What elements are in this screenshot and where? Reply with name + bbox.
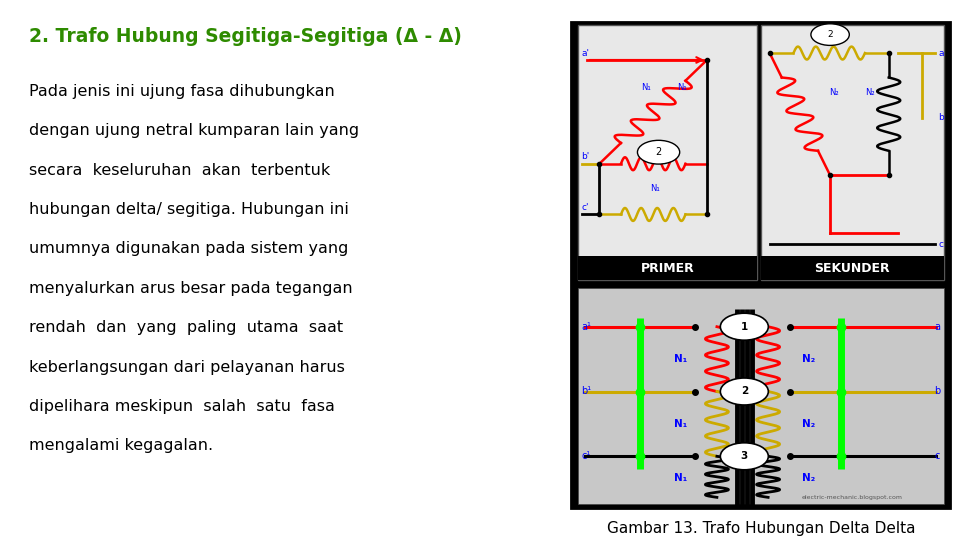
Text: c¹: c¹ (582, 451, 590, 461)
Text: SEKUNDER: SEKUNDER (814, 261, 890, 275)
Text: a¹: a¹ (582, 322, 591, 332)
Text: PRIMER: PRIMER (640, 261, 694, 275)
Circle shape (720, 378, 768, 405)
Text: dipelihara meskipun  salah  satu  fasa: dipelihara meskipun salah satu fasa (29, 399, 335, 414)
Circle shape (720, 443, 768, 470)
Text: b': b' (582, 152, 589, 161)
Text: Pada jenis ini ujung fasa dihubungkan: Pada jenis ini ujung fasa dihubungkan (29, 84, 334, 99)
FancyBboxPatch shape (571, 22, 950, 508)
Text: menyalurkan arus besar pada tegangan: menyalurkan arus besar pada tegangan (29, 281, 352, 296)
Text: 1: 1 (741, 322, 748, 332)
Text: b: b (938, 113, 944, 122)
Circle shape (637, 140, 680, 164)
Text: electric-mechanic.blogspot.com: electric-mechanic.blogspot.com (802, 495, 902, 500)
Text: dengan ujung netral kumparan lain yang: dengan ujung netral kumparan lain yang (29, 123, 359, 138)
Text: a: a (934, 322, 940, 332)
Text: b¹: b¹ (582, 387, 591, 396)
Text: N₁: N₁ (674, 354, 687, 364)
FancyBboxPatch shape (760, 25, 944, 280)
Text: c: c (935, 451, 940, 461)
Text: N₁: N₁ (674, 419, 687, 429)
Text: keberlangsungan dari pelayanan harus: keberlangsungan dari pelayanan harus (29, 360, 345, 375)
Text: mengalami kegagalan.: mengalami kegagalan. (29, 438, 213, 454)
Text: a: a (938, 49, 944, 58)
Text: 3: 3 (741, 451, 748, 461)
Circle shape (811, 24, 850, 45)
Text: N₁: N₁ (674, 472, 687, 483)
Text: secara  keseluruhan  akan  terbentuk: secara keseluruhan akan terbentuk (29, 163, 330, 178)
Text: 2. Trafo Hubung Segitiga-Segitiga (Δ - Δ): 2. Trafo Hubung Segitiga-Segitiga (Δ - Δ… (29, 27, 462, 46)
FancyBboxPatch shape (760, 256, 944, 280)
Text: Gambar 13. Trafo Hubungan Delta Delta: Gambar 13. Trafo Hubungan Delta Delta (607, 521, 915, 536)
Text: N₁: N₁ (650, 184, 660, 193)
Text: hubungan delta/ segitiga. Hubungan ini: hubungan delta/ segitiga. Hubungan ini (29, 202, 348, 217)
FancyBboxPatch shape (578, 25, 757, 280)
Text: N₁: N₁ (641, 83, 651, 92)
Text: c': c' (582, 203, 589, 212)
Text: rendah  dan  yang  paling  utama  saat: rendah dan yang paling utama saat (29, 320, 343, 335)
Text: N₂: N₂ (802, 419, 815, 429)
Text: b: b (934, 387, 940, 396)
Text: umumnya digunakan pada sistem yang: umumnya digunakan pada sistem yang (29, 241, 348, 256)
Text: N₂: N₂ (802, 472, 815, 483)
Text: 2: 2 (828, 30, 833, 39)
FancyBboxPatch shape (578, 288, 944, 504)
Text: N₂: N₂ (802, 354, 815, 364)
FancyBboxPatch shape (578, 256, 757, 280)
Text: c: c (938, 240, 943, 249)
Text: N₂: N₂ (866, 87, 876, 97)
Text: N₂: N₂ (829, 87, 839, 97)
Text: a': a' (582, 49, 589, 58)
Text: 2: 2 (656, 147, 661, 157)
Text: N₁: N₁ (677, 83, 686, 92)
Text: 2: 2 (741, 387, 748, 396)
Circle shape (720, 313, 768, 340)
